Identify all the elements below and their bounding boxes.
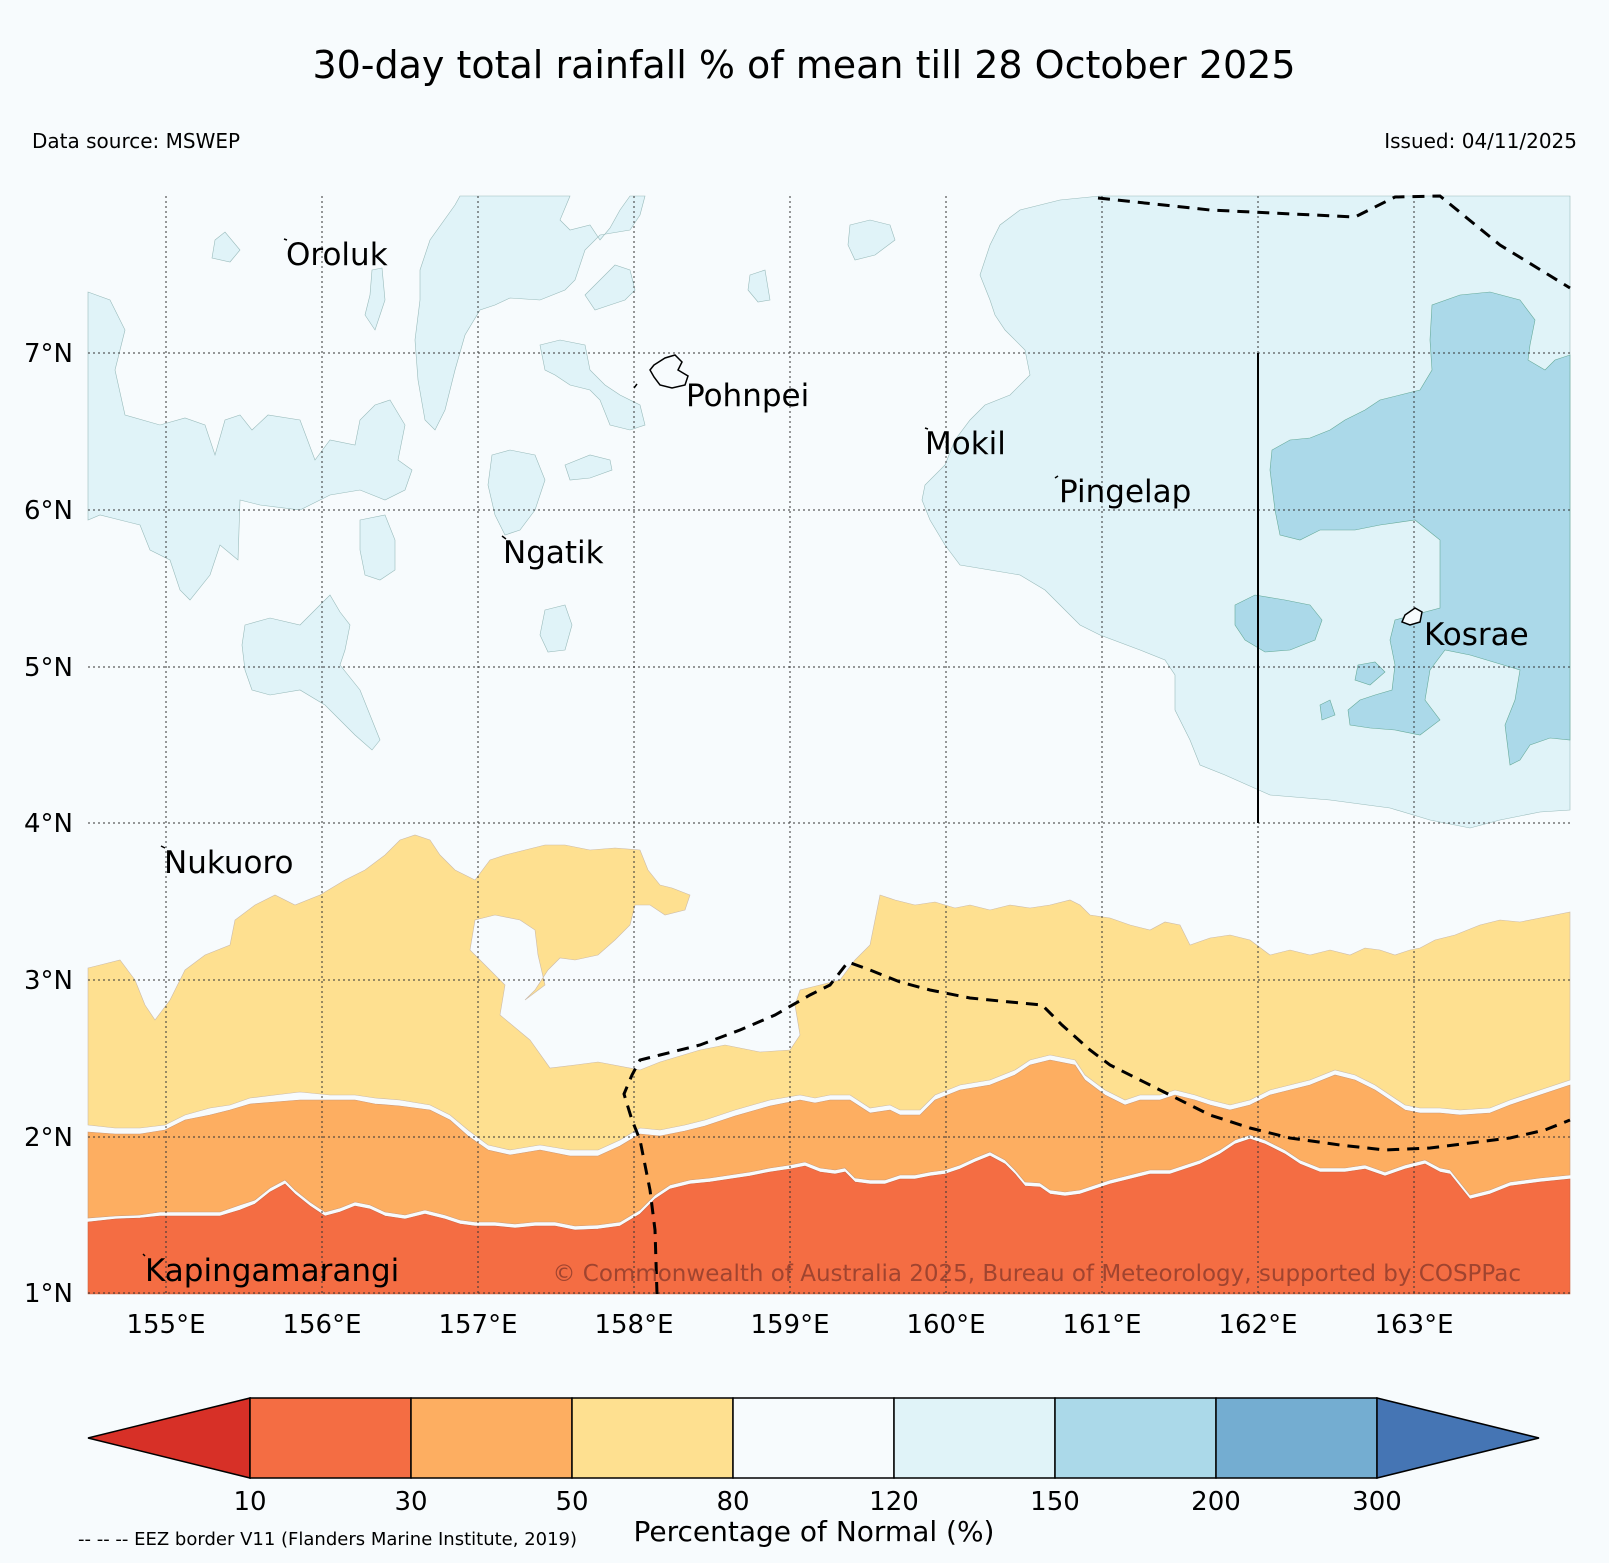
label-nukuoro: Nukuoro bbox=[164, 845, 293, 881]
lat-label-7n: 7°N bbox=[24, 339, 73, 369]
lat-label-2n: 2°N bbox=[24, 1123, 73, 1153]
zone-150-200 bbox=[1234, 291, 1571, 766]
blue-patch-small-4 bbox=[539, 604, 573, 653]
blue-zone-kosrae bbox=[1269, 291, 1571, 766]
lon-label-161e: 161°E bbox=[1062, 1310, 1141, 1340]
zone-50-80 bbox=[87, 834, 1571, 1151]
blue-zone-small-1 bbox=[1234, 594, 1323, 653]
colorbar-tick-120: 120 bbox=[869, 1487, 919, 1517]
zone-120-150 bbox=[87, 195, 1571, 829]
map-title: 30-day total rainfall % of mean till 28 … bbox=[312, 43, 1295, 87]
lat-label-3n: 3°N bbox=[24, 966, 73, 996]
blue-patch-small-7 bbox=[364, 267, 386, 331]
blue-patch-small-5 bbox=[847, 219, 896, 261]
label-pingelap: Pingelap bbox=[1059, 474, 1191, 510]
colorbar-tick-150: 150 bbox=[1030, 1487, 1080, 1517]
lon-label-157e: 157°E bbox=[438, 1310, 517, 1340]
blue-patch-ngatik-north bbox=[487, 449, 546, 536]
eez-note: -- -- -- EEZ border V11 (Flanders Marine… bbox=[78, 1529, 577, 1550]
label-ngatik: Ngatik bbox=[503, 535, 604, 571]
lat-label-5n: 5°N bbox=[24, 653, 73, 683]
blue-patch-small-8 bbox=[747, 269, 771, 303]
blue-patch-north-center bbox=[414, 195, 646, 431]
label-oroluk: Oroluk bbox=[286, 237, 388, 273]
colorbar-tick-80: 80 bbox=[716, 1487, 749, 1517]
colorbar-extend-high bbox=[1376, 1397, 1540, 1479]
oroluk-mark bbox=[283, 238, 288, 241]
label-kosrae: Kosrae bbox=[1424, 617, 1529, 653]
lat-label-1n: 1°N bbox=[24, 1279, 73, 1309]
eez-border-north bbox=[1097, 194, 1571, 290]
blue-patch-west bbox=[87, 291, 413, 601]
nukuoro-mark bbox=[160, 845, 166, 849]
lon-label-155e: 155°E bbox=[126, 1310, 205, 1340]
mokil-mark bbox=[924, 427, 929, 430]
label-kapingamarangi: Kapingamarangi bbox=[145, 1253, 399, 1289]
lon-label-158e: 158°E bbox=[594, 1310, 673, 1340]
colorbar-10-30 bbox=[249, 1397, 412, 1479]
latitude-labels: 7°N 6°N 5°N 4°N 3°N 2°N 1°N bbox=[24, 339, 73, 1309]
lat-label-4n: 4°N bbox=[24, 809, 73, 839]
islands bbox=[649, 354, 1423, 626]
eez-borders bbox=[622, 194, 1571, 1295]
colorbar-ticks: 10 30 50 80 120 150 200 300 bbox=[233, 1487, 1401, 1517]
blue-patch-small-3 bbox=[359, 514, 396, 581]
kapingamarangi-mark bbox=[142, 1253, 146, 1257]
colorbar-30-50 bbox=[410, 1397, 573, 1479]
place-labels: Oroluk Pohnpei Mokil Pingelap Ngatik Kos… bbox=[145, 237, 1529, 1289]
colorbar-tick-50: 50 bbox=[555, 1487, 588, 1517]
colorbar-tick-30: 30 bbox=[394, 1487, 427, 1517]
colorbar-50-80 bbox=[571, 1397, 734, 1479]
longitude-labels: 155°E 156°E 157°E 158°E 159°E 160°E 161°… bbox=[126, 1310, 1453, 1340]
lon-label-159e: 159°E bbox=[750, 1310, 829, 1340]
pohnpei-island bbox=[649, 354, 689, 389]
ngatik-mark bbox=[501, 535, 507, 540]
colorbar-extend-low bbox=[87, 1397, 251, 1479]
graticule bbox=[88, 196, 1570, 1294]
blue-patch-small-2 bbox=[564, 454, 613, 481]
atoll-marks bbox=[142, 238, 1059, 1257]
colorbar-200-300 bbox=[1215, 1397, 1378, 1479]
lon-label-156e: 156°E bbox=[282, 1310, 361, 1340]
pohnpei-reef-mark bbox=[633, 383, 638, 389]
colorbar-label: Percentage of Normal (%) bbox=[634, 1515, 995, 1548]
lon-label-163e: 163°E bbox=[1374, 1310, 1453, 1340]
lat-label-6n: 6°N bbox=[24, 496, 73, 526]
blue-zone-small-3 bbox=[1319, 699, 1336, 721]
kosrae-island bbox=[1401, 607, 1423, 626]
label-mokil: Mokil bbox=[925, 426, 1006, 462]
colorbar-150-200 bbox=[1054, 1397, 1217, 1479]
colorbar-tick-300: 300 bbox=[1352, 1487, 1402, 1517]
blue-patch-near-pohnpei bbox=[539, 339, 646, 431]
copyright-notice: © Commonwealth of Australia 2025, Bureau… bbox=[552, 1261, 1521, 1287]
blue-patch-southwest bbox=[241, 594, 381, 751]
zone-30-50 bbox=[87, 1059, 1571, 1227]
map-panel: Oroluk Pohnpei Mokil Pingelap Ngatik Kos… bbox=[87, 194, 1571, 1295]
pingelap-mark bbox=[1054, 475, 1059, 479]
eez-border-south bbox=[622, 960, 1571, 1295]
colorbar-120-150 bbox=[893, 1397, 1056, 1479]
label-pohnpei: Pohnpei bbox=[686, 378, 809, 414]
data-source: Data source: MSWEP bbox=[32, 129, 240, 153]
lon-label-162e: 162°E bbox=[1218, 1310, 1297, 1340]
colorbar-tick-10: 10 bbox=[233, 1487, 266, 1517]
colorbar bbox=[87, 1397, 1540, 1479]
issued-date: Issued: 04/11/2025 bbox=[1384, 129, 1577, 153]
colorbar-80-120 bbox=[732, 1397, 895, 1479]
colorbar-tick-200: 200 bbox=[1191, 1487, 1241, 1517]
zone-10-30 bbox=[87, 1138, 1571, 1295]
lon-label-160e: 160°E bbox=[906, 1310, 985, 1340]
blue-patch-small-6 bbox=[211, 231, 241, 263]
blue-zone-small-2 bbox=[1354, 661, 1386, 686]
blue-patch-small-1 bbox=[584, 264, 636, 311]
